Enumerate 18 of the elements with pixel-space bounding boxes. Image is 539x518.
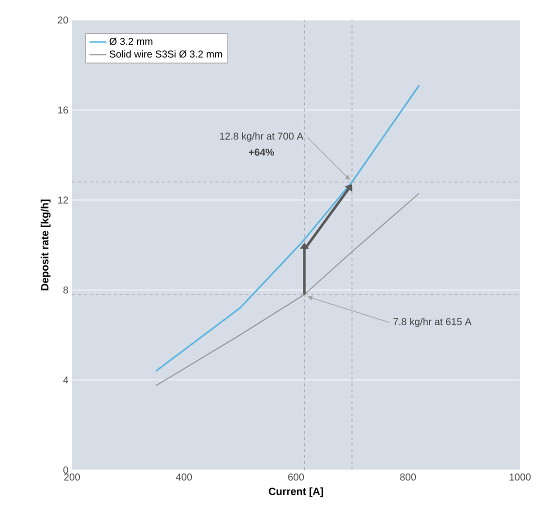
annotation: 12.8 kg/hr at 700 A [220,132,304,142]
x-tick-label: 1000 [510,474,531,481]
x-tick-label: 600 [288,474,304,481]
x-axis-title: Current [A] [268,487,323,498]
x-tick-label: 800 [400,474,416,481]
y-tick-label: 0 [63,466,68,474]
legend-label: Solid wire S3Si Ø 3.2 mm [110,50,222,58]
y-tick-label: 20 [58,16,68,24]
annotation: 7.8 kg/hr at 615 A [393,318,472,328]
y-tick-label: 8 [63,286,68,294]
y-tick-label: 16 [58,106,68,114]
annotation: +64% [248,148,274,156]
x-tick-label: 200 [64,474,80,481]
y-tick-label: 4 [63,376,68,384]
legend-label: Ø 3.2 mm [110,38,152,46]
y-tick-label: 12 [58,196,68,204]
y-axis-title: Deposit rate [kg/h] [40,200,51,290]
x-tick-label: 400 [176,474,192,481]
